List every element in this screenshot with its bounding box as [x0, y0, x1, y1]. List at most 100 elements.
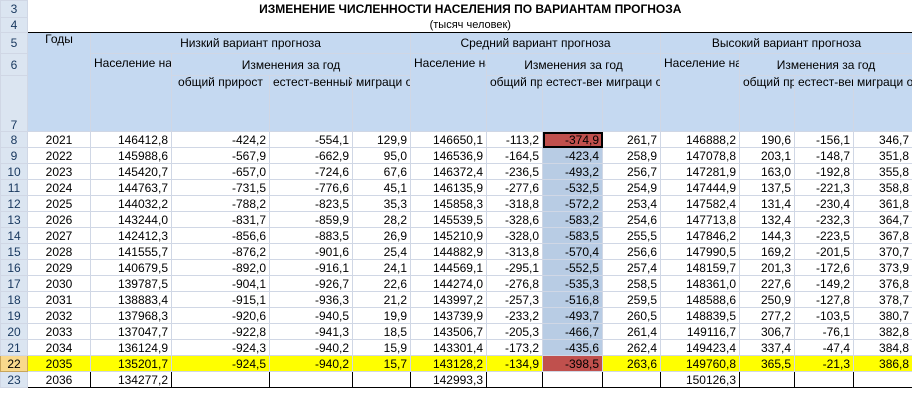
row-header[interactable]: 13	[0, 211, 28, 228]
table-cell[interactable]: 132,4	[739, 211, 795, 228]
table-cell[interactable]: -920,6	[171, 307, 270, 324]
table-cell[interactable]: -328,0	[486, 227, 543, 244]
row-header[interactable]: 21	[0, 339, 28, 356]
table-cell[interactable]: -924,5	[171, 355, 270, 372]
table-cell[interactable]: -662,9	[269, 147, 353, 164]
table-cell[interactable]: 148159,7	[660, 259, 740, 276]
table-cell[interactable]: 146888,2	[660, 131, 740, 148]
population-header[interactable]: Население на начало года	[90, 53, 172, 132]
natural-growth-header[interactable]: естест-венный прирост	[269, 75, 353, 132]
table-cell[interactable]: 138883,4	[90, 291, 172, 308]
table-cell[interactable]: -313,8	[486, 243, 543, 260]
year-cell[interactable]: 2035	[27, 355, 91, 372]
table-cell[interactable]: 256,7	[602, 163, 661, 180]
natural-growth-mid-cell[interactable]: -398,5	[542, 355, 603, 372]
table-cell[interactable]: 67,6	[352, 163, 411, 180]
row-header[interactable]: 22	[0, 355, 28, 372]
table-cell[interactable]: 144763,7	[90, 179, 172, 196]
row-header[interactable]: 15	[0, 243, 28, 260]
table-cell[interactable]: 253,4	[602, 195, 661, 212]
table-cell[interactable]: 147713,8	[660, 211, 740, 228]
table-cell[interactable]: 201,3	[739, 259, 795, 276]
table-cell[interactable]: -904,1	[171, 275, 270, 292]
migration-growth-header[interactable]: миграци он-ный прирост	[602, 75, 661, 132]
table-cell[interactable]: 15,9	[352, 339, 411, 356]
table-cell[interactable]: 373,9	[852, 259, 912, 276]
table-cell[interactable]: 145539,5	[410, 211, 487, 228]
table-cell[interactable]: -21,3	[794, 355, 854, 372]
natural-growth-mid-cell[interactable]: -583,2	[542, 211, 603, 228]
table-cell[interactable]: -223,5	[794, 227, 854, 244]
table-cell[interactable]	[171, 371, 270, 388]
table-cell[interactable]: -76,1	[794, 323, 854, 340]
total-growth-header[interactable]: общий прирост	[171, 75, 270, 132]
table-cell[interactable]: -257,3	[486, 291, 543, 308]
table-cell[interactable]: -936,3	[269, 291, 353, 308]
table-cell[interactable]: 262,4	[602, 339, 661, 356]
table-cell[interactable]: 355,8	[852, 163, 912, 180]
table-cell[interactable]: 148839,5	[660, 307, 740, 324]
row-header[interactable]: 9	[0, 147, 28, 164]
table-cell[interactable]: -916,1	[269, 259, 353, 276]
mid-variant-header[interactable]: Средний вариант прогноза	[410, 32, 661, 54]
table-cell[interactable]: 150126,3	[660, 371, 740, 388]
table-cell[interactable]: 337,4	[739, 339, 795, 356]
table-cell[interactable]: 144569,1	[410, 259, 487, 276]
row-header[interactable]: 8	[0, 131, 28, 148]
table-cell[interactable]	[269, 371, 353, 388]
sheet-subtitle[interactable]: (тысяч человек)	[27, 17, 912, 33]
table-cell[interactable]: -173,2	[486, 339, 543, 356]
table-cell[interactable]: -859,9	[269, 211, 353, 228]
table-cell[interactable]: 256,6	[602, 243, 661, 260]
year-cell[interactable]: 2022	[27, 147, 91, 164]
year-cell[interactable]: 2028	[27, 243, 91, 260]
table-cell[interactable]: 277,2	[739, 307, 795, 324]
table-cell[interactable]: -134,9	[486, 355, 543, 372]
table-cell[interactable]	[739, 371, 795, 388]
natural-growth-mid-cell[interactable]: -374,9	[542, 131, 603, 148]
year-cell[interactable]: 2032	[27, 307, 91, 324]
table-cell[interactable]: -922,8	[171, 323, 270, 340]
table-cell[interactable]: 261,7	[602, 131, 661, 148]
table-cell[interactable]: 254,6	[602, 211, 661, 228]
table-cell[interactable]: 148361,0	[660, 275, 740, 292]
table-cell[interactable]: 144882,9	[410, 243, 487, 260]
table-cell[interactable]: -941,3	[269, 323, 353, 340]
table-cell[interactable]: 144032,2	[90, 195, 172, 212]
table-cell[interactable]: 146536,9	[410, 147, 487, 164]
table-cell[interactable]: -192,8	[794, 163, 854, 180]
table-cell[interactable]: 149423,4	[660, 339, 740, 356]
table-cell[interactable]: 258,9	[602, 147, 661, 164]
table-cell[interactable]: 145988,6	[90, 147, 172, 164]
table-cell[interactable]: -776,6	[269, 179, 353, 196]
table-cell[interactable]: 203,1	[739, 147, 795, 164]
table-cell[interactable]: -164,5	[486, 147, 543, 164]
table-cell[interactable]: -230,4	[794, 195, 854, 212]
table-cell[interactable]: 146412,8	[90, 131, 172, 148]
table-cell[interactable]: 263,6	[602, 355, 661, 372]
table-cell[interactable]: 351,8	[852, 147, 912, 164]
table-cell[interactable]: 260,5	[602, 307, 661, 324]
table-cell[interactable]: 370,7	[852, 243, 912, 260]
row-header[interactable]: 6	[0, 53, 28, 76]
table-cell[interactable]: 131,4	[739, 195, 795, 212]
sheet-title[interactable]: ИЗМЕНЕНИЕ ЧИСЛЕННОСТИ НАСЕЛЕНИЯ ПО ВАРИА…	[259, 2, 682, 16]
table-cell[interactable]: 149760,8	[660, 355, 740, 372]
table-cell[interactable]: 146650,1	[410, 131, 487, 148]
changes-header[interactable]: Изменения за год	[486, 53, 661, 76]
high-variant-header[interactable]: Высокий вариант прогноза	[659, 32, 912, 54]
table-cell[interactable]: 380,7	[852, 307, 912, 324]
table-cell[interactable]: -940,5	[269, 307, 353, 324]
table-cell[interactable]: 137047,7	[90, 323, 172, 340]
table-cell[interactable]: 227,6	[739, 275, 795, 292]
table-cell[interactable]: 143244,0	[90, 211, 172, 228]
year-cell[interactable]: 2024	[27, 179, 91, 196]
table-cell[interactable]	[486, 371, 543, 388]
table-cell[interactable]: -724,6	[269, 163, 353, 180]
table-cell[interactable]: 135201,7	[90, 355, 172, 372]
table-cell[interactable]: 137,5	[739, 179, 795, 196]
population-header[interactable]: Население на начало года	[660, 53, 740, 132]
natural-growth-mid-cell[interactable]: -435,6	[542, 339, 603, 356]
table-cell[interactable]: 22,6	[352, 275, 411, 292]
table-cell[interactable]: 137968,3	[90, 307, 172, 324]
